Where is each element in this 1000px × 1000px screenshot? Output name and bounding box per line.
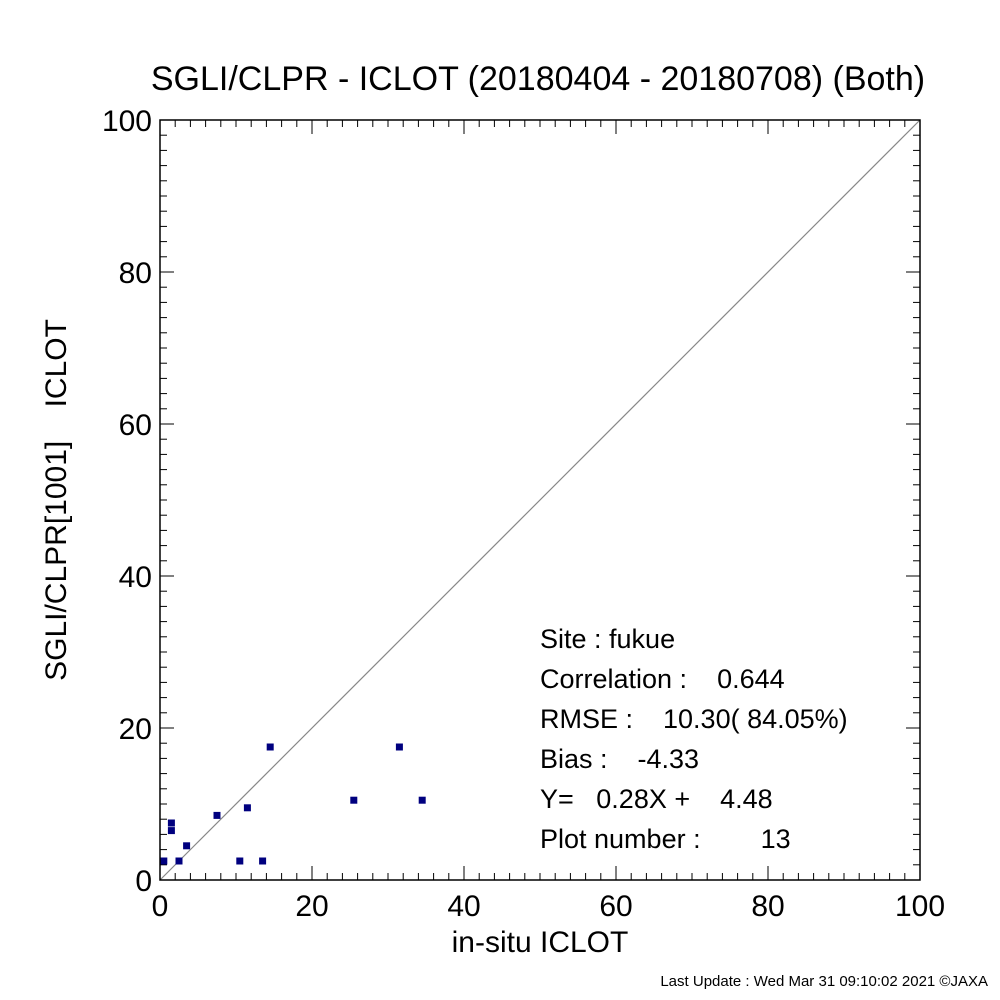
x-tick-label: 60	[599, 890, 632, 923]
x-tick-label: 40	[447, 890, 480, 923]
x-axis-label: in-situ ICLOT	[452, 926, 629, 959]
y-tick-label: 0	[135, 865, 152, 898]
y-axis-label: SGLI/CLPR[1001] ICLOT	[40, 319, 73, 681]
data-point	[243, 804, 251, 812]
data-point	[259, 857, 267, 865]
one-to-one-line	[159, 119, 921, 881]
data-point	[350, 796, 358, 804]
y-tick-label: 80	[119, 257, 152, 290]
y-tick-label: 20	[119, 713, 152, 746]
data-point	[266, 743, 274, 751]
y-tick-label: 60	[119, 409, 152, 442]
data-point	[175, 857, 183, 865]
stats-site: Site : fukue	[540, 624, 675, 654]
data-point	[395, 743, 403, 751]
stats-rmse: RMSE : 10.30( 84.05%)	[540, 704, 848, 734]
data-point	[167, 819, 175, 827]
x-tick-label: 80	[751, 890, 784, 923]
data-point	[160, 857, 168, 865]
y-tick-label: 100	[102, 105, 152, 138]
stats-bias: Bias : -4.33	[540, 744, 699, 774]
x-tick-label: 20	[295, 890, 328, 923]
data-points	[160, 743, 426, 865]
chart-title: SGLI/CLPR - ICLOT (20180404 - 20180708) …	[151, 60, 925, 98]
last-update-footer: Last Update : Wed Mar 31 09:10:02 2021 ©…	[660, 973, 988, 990]
stats-box: Site : fukue Correlation : 0.644 RMSE : …	[540, 624, 848, 854]
x-tick-label: 0	[152, 890, 169, 923]
y-tick-label: 40	[119, 561, 152, 594]
data-point	[213, 811, 221, 819]
axis-ticks	[160, 120, 920, 880]
stats-correlation: Correlation : 0.644	[540, 664, 785, 694]
tick-labels: 0 20 40 60 80 100 0 20 40 60 80 100	[102, 105, 945, 923]
stats-plot-number: Plot number : 13	[540, 824, 791, 854]
data-point	[183, 842, 191, 850]
plot-frame	[159, 119, 921, 881]
stats-regression: Y= 0.28X + 4.48	[540, 784, 773, 814]
data-point	[236, 857, 244, 865]
data-point	[167, 827, 175, 835]
x-tick-label: 100	[895, 890, 945, 923]
data-point	[418, 796, 426, 804]
